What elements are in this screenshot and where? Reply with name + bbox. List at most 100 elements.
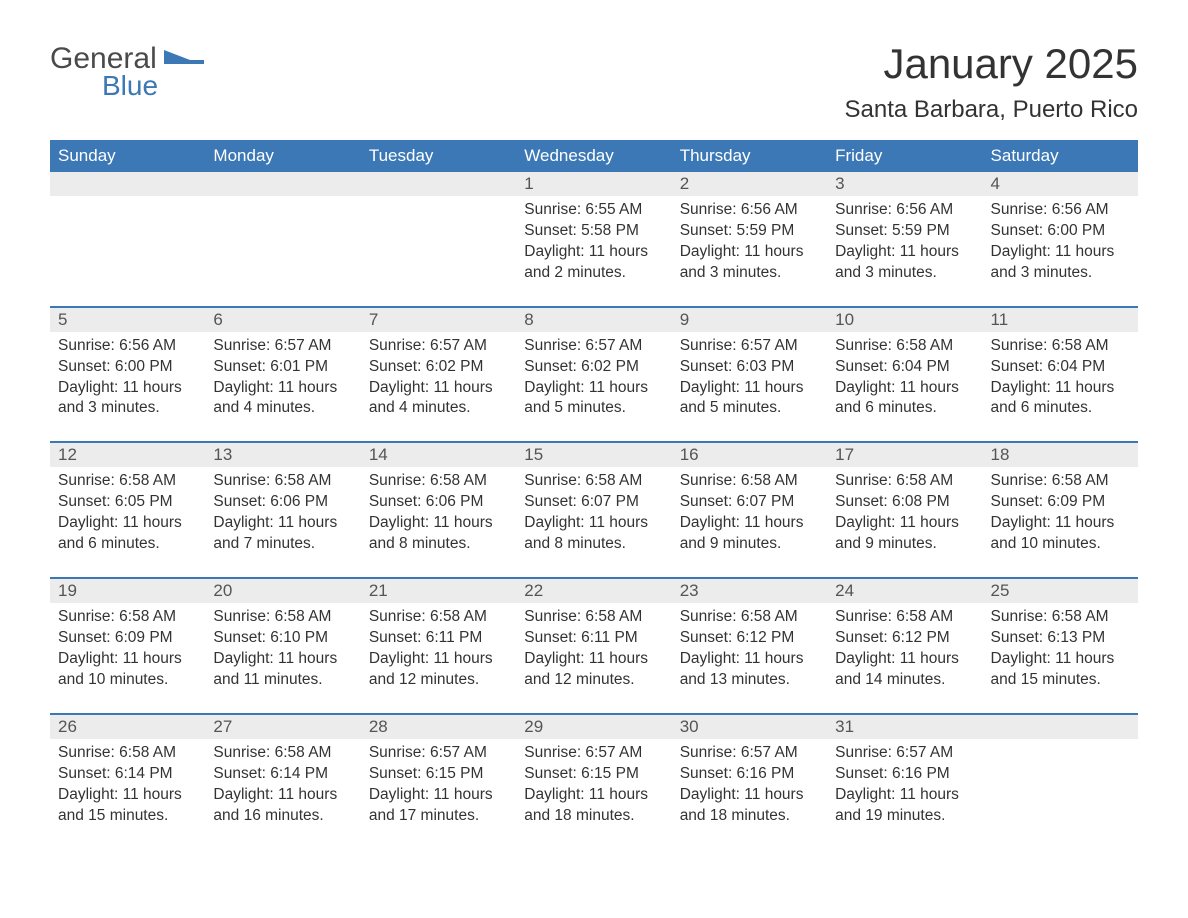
brand-line2: Blue [102,72,158,100]
sunrise-text: Sunrise: 6:56 AM [58,336,197,357]
day-number: 18 [983,443,1138,467]
day-details: Sunrise: 6:58 AMSunset: 6:09 PMDaylight:… [50,603,205,714]
day-details: Sunrise: 6:57 AMSunset: 6:02 PMDaylight:… [516,332,671,443]
day-number: 20 [205,579,360,603]
sunset-text: Sunset: 6:11 PM [524,628,663,649]
day-details [361,196,516,307]
sunrise-text: Sunrise: 6:58 AM [991,336,1130,357]
sunset-text: Sunset: 6:00 PM [991,221,1130,242]
daylight-text-1: Daylight: 11 hours [835,785,974,806]
daylight-text-1: Daylight: 11 hours [58,649,197,670]
sunset-text: Sunset: 5:59 PM [835,221,974,242]
daylight-text-2: and 12 minutes. [524,670,663,691]
day-details: Sunrise: 6:57 AMSunset: 6:02 PMDaylight:… [361,332,516,443]
day-number: 6 [205,308,360,332]
daylight-text-1: Daylight: 11 hours [524,378,663,399]
day-number [983,715,1138,739]
sunset-text: Sunset: 6:12 PM [680,628,819,649]
daylight-text-2: and 3 minutes. [58,398,197,419]
day-header: Thursday [672,140,827,172]
sunset-text: Sunset: 6:08 PM [835,492,974,513]
day-number: 12 [50,443,205,467]
sunrise-text: Sunrise: 6:56 AM [991,200,1130,221]
daylight-text-1: Daylight: 11 hours [680,513,819,534]
sunset-text: Sunset: 6:12 PM [835,628,974,649]
daylight-text-1: Daylight: 11 hours [680,378,819,399]
daylight-text-1: Daylight: 11 hours [835,378,974,399]
day-number-row: 262728293031 [50,715,1138,739]
day-details: Sunrise: 6:56 AMSunset: 6:00 PMDaylight:… [50,332,205,443]
sunrise-text: Sunrise: 6:58 AM [369,607,508,628]
day-number: 19 [50,579,205,603]
day-details: Sunrise: 6:58 AMSunset: 6:12 PMDaylight:… [672,603,827,714]
sunrise-text: Sunrise: 6:57 AM [835,743,974,764]
sunrise-text: Sunrise: 6:55 AM [524,200,663,221]
day-details: Sunrise: 6:58 AMSunset: 6:11 PMDaylight:… [361,603,516,714]
day-details: Sunrise: 6:56 AMSunset: 5:59 PMDaylight:… [827,196,982,307]
sunrise-text: Sunrise: 6:57 AM [680,743,819,764]
day-number: 13 [205,443,360,467]
sunrise-text: Sunrise: 6:58 AM [213,743,352,764]
day-details: Sunrise: 6:58 AMSunset: 6:04 PMDaylight:… [827,332,982,443]
day-details: Sunrise: 6:58 AMSunset: 6:06 PMDaylight:… [361,467,516,578]
day-details: Sunrise: 6:58 AMSunset: 6:11 PMDaylight:… [516,603,671,714]
sunrise-text: Sunrise: 6:58 AM [680,471,819,492]
day-details: Sunrise: 6:58 AMSunset: 6:14 PMDaylight:… [50,739,205,849]
sunset-text: Sunset: 6:06 PM [369,492,508,513]
sunrise-text: Sunrise: 6:58 AM [991,471,1130,492]
day-number: 3 [827,172,982,196]
day-details: Sunrise: 6:58 AMSunset: 6:09 PMDaylight:… [983,467,1138,578]
sunrise-text: Sunrise: 6:56 AM [680,200,819,221]
day-details: Sunrise: 6:57 AMSunset: 6:16 PMDaylight:… [672,739,827,849]
day-number: 24 [827,579,982,603]
day-header: Sunday [50,140,205,172]
day-details: Sunrise: 6:58 AMSunset: 6:06 PMDaylight:… [205,467,360,578]
daylight-text-1: Daylight: 11 hours [991,378,1130,399]
sunset-text: Sunset: 6:11 PM [369,628,508,649]
day-number: 14 [361,443,516,467]
daylight-text-1: Daylight: 11 hours [991,649,1130,670]
daylight-text-2: and 6 minutes. [58,534,197,555]
sunset-text: Sunset: 6:14 PM [213,764,352,785]
sunrise-text: Sunrise: 6:57 AM [524,743,663,764]
daylight-text-2: and 4 minutes. [369,398,508,419]
day-number: 16 [672,443,827,467]
sunrise-text: Sunrise: 6:57 AM [369,336,508,357]
day-header: Friday [827,140,982,172]
daylight-text-1: Daylight: 11 hours [835,242,974,263]
day-details: Sunrise: 6:58 AMSunset: 6:13 PMDaylight:… [983,603,1138,714]
sunset-text: Sunset: 6:09 PM [991,492,1130,513]
sunrise-text: Sunrise: 6:58 AM [58,743,197,764]
sunset-text: Sunset: 6:07 PM [680,492,819,513]
sunset-text: Sunset: 6:13 PM [991,628,1130,649]
daylight-text-2: and 13 minutes. [680,670,819,691]
daylight-text-2: and 5 minutes. [680,398,819,419]
calendar-table: SundayMondayTuesdayWednesdayThursdayFrid… [50,140,1138,848]
sunset-text: Sunset: 6:04 PM [991,357,1130,378]
daylight-text-2: and 3 minutes. [991,263,1130,284]
day-details-row: Sunrise: 6:55 AMSunset: 5:58 PMDaylight:… [50,196,1138,307]
daylight-text-1: Daylight: 11 hours [524,242,663,263]
day-number: 1 [516,172,671,196]
flag-icon [164,50,204,81]
day-number: 21 [361,579,516,603]
sunset-text: Sunset: 6:03 PM [680,357,819,378]
sunset-text: Sunset: 6:10 PM [213,628,352,649]
day-details-row: Sunrise: 6:58 AMSunset: 6:14 PMDaylight:… [50,739,1138,849]
day-details [983,739,1138,849]
day-number [361,172,516,196]
sunrise-text: Sunrise: 6:58 AM [524,471,663,492]
day-details: Sunrise: 6:58 AMSunset: 6:05 PMDaylight:… [50,467,205,578]
day-number-row: 19202122232425 [50,579,1138,603]
daylight-text-2: and 5 minutes. [524,398,663,419]
day-details: Sunrise: 6:58 AMSunset: 6:14 PMDaylight:… [205,739,360,849]
sunrise-text: Sunrise: 6:58 AM [213,607,352,628]
sunset-text: Sunset: 6:07 PM [524,492,663,513]
day-number [205,172,360,196]
calendar-page: General Blue January 2025 Santa Barbara,… [0,0,1188,908]
day-details: Sunrise: 6:58 AMSunset: 6:12 PMDaylight:… [827,603,982,714]
sunrise-text: Sunrise: 6:56 AM [835,200,974,221]
daylight-text-2: and 3 minutes. [680,263,819,284]
location: Santa Barbara, Puerto Rico [845,96,1139,124]
day-number: 7 [361,308,516,332]
